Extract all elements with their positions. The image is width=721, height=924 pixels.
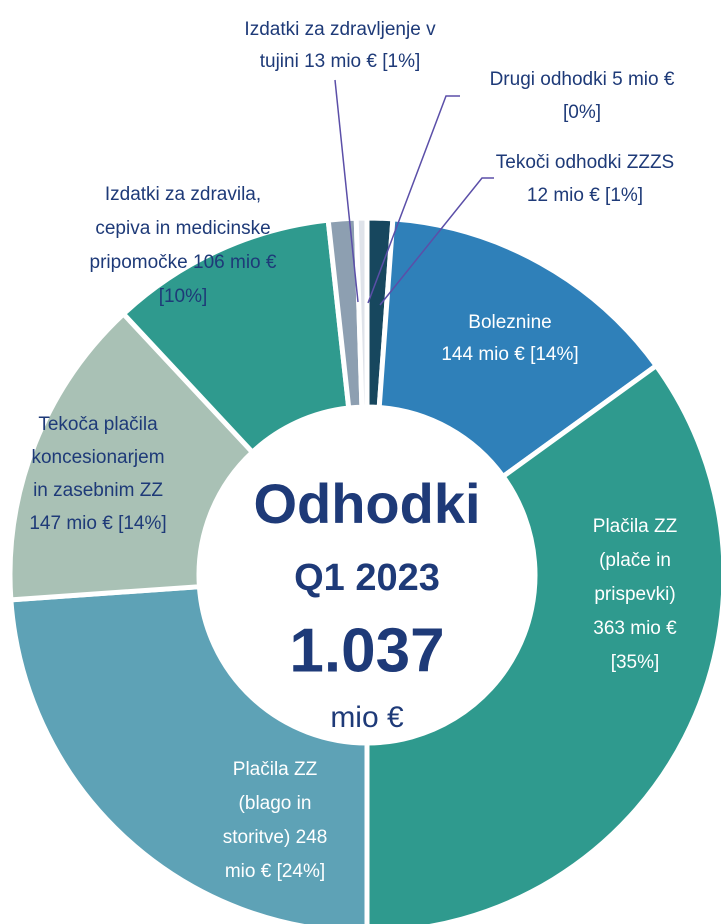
slice-label: 363 mio € xyxy=(593,618,677,639)
slice-label: Plačila ZZ xyxy=(593,516,678,537)
slice-label: 144 mio € [14%] xyxy=(441,344,578,365)
donut-slice xyxy=(353,215,370,410)
donut-slice xyxy=(8,584,370,924)
slice-label: Izdatki za zdravljenje v xyxy=(244,19,436,40)
slice-label: (plače in xyxy=(599,550,671,571)
slice-label: Drugi odhodki 5 mio € xyxy=(490,69,675,90)
center-title: Odhodki xyxy=(253,472,480,535)
slice-label: 147 mio € [14%] xyxy=(29,513,166,534)
slice-label: cepiva in medicinske xyxy=(95,218,270,239)
donut-slice xyxy=(7,310,256,603)
slice-label: Tekoča plačila xyxy=(38,414,158,435)
slice-label: [0%] xyxy=(563,102,601,123)
slice-label: (blago in xyxy=(239,793,312,814)
slice-label: prispevki) xyxy=(594,584,675,605)
slice-label: 12 mio € [1%] xyxy=(527,185,643,206)
slice-label: Boleznine xyxy=(468,312,551,333)
center-subtitle: Q1 2023 xyxy=(294,557,440,599)
slice-label: in zasebnim ZZ xyxy=(33,480,163,501)
slice-label: pripomočke 106 mio € xyxy=(90,252,277,273)
slice-label: [35%] xyxy=(611,652,660,673)
donut-slice xyxy=(376,216,660,480)
slice-label: tujini 13 mio € [1%] xyxy=(260,51,421,72)
center-unit: mio € xyxy=(330,701,404,734)
slice-label: mio € [24%] xyxy=(225,861,325,882)
leader-line xyxy=(379,177,494,306)
slice-label: storitve) 248 xyxy=(223,827,328,848)
slice-label: Tekoči odhodki ZZZS xyxy=(496,152,674,173)
donut-slice xyxy=(119,217,352,456)
donut xyxy=(7,215,721,924)
donut-slice xyxy=(364,362,721,924)
leader-line xyxy=(334,79,359,303)
center-total: 1.037 xyxy=(289,616,444,685)
leader-line xyxy=(367,95,460,304)
slice-label: Plačila ZZ xyxy=(233,759,318,780)
slice-label: Izdatki za zdravila, xyxy=(105,184,261,205)
slice-label: [10%] xyxy=(159,286,208,307)
slice-label: koncesionarjem xyxy=(31,447,164,468)
